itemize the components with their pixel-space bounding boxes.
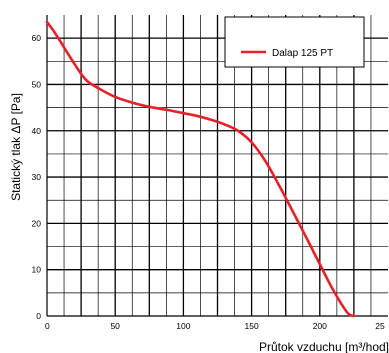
x-tick-label: 100 <box>176 321 190 331</box>
x-tick-label: 150 <box>245 321 259 331</box>
series-group <box>45 20 356 318</box>
legend-label-dalap-125-pt: Dalap 125 PT <box>272 48 333 59</box>
y-tick-label: 10 <box>32 265 42 275</box>
x-tick-label: 50 <box>110 321 120 331</box>
y-tick-label: 20 <box>32 218 42 228</box>
y-tick-label: 60 <box>32 33 42 43</box>
x-tick-label: 25 <box>375 321 385 331</box>
y-tick-label: 0 <box>36 311 41 321</box>
series-line-dalap-125-pt <box>45 20 356 318</box>
y-tick-label: 50 <box>32 79 42 89</box>
x-tick-label: 0 <box>45 321 50 331</box>
y-tick-labels: 0 10 20 30 40 50 60 <box>32 33 42 321</box>
legend-box <box>224 16 365 68</box>
y-tick-label: 40 <box>32 126 42 136</box>
y-tick-label: 30 <box>32 172 42 182</box>
x-tick-labels: 0 50 100 150 200 25 <box>45 321 385 331</box>
legend: Dalap 125 PT <box>224 16 365 68</box>
x-axis-title: Průtok vzduchu [m³/hod] <box>259 340 389 353</box>
plot-frame <box>46 15 388 317</box>
y-axis-title: Statický tlak ΔP [Pa] <box>9 93 23 201</box>
x-tick-label: 200 <box>313 321 327 331</box>
